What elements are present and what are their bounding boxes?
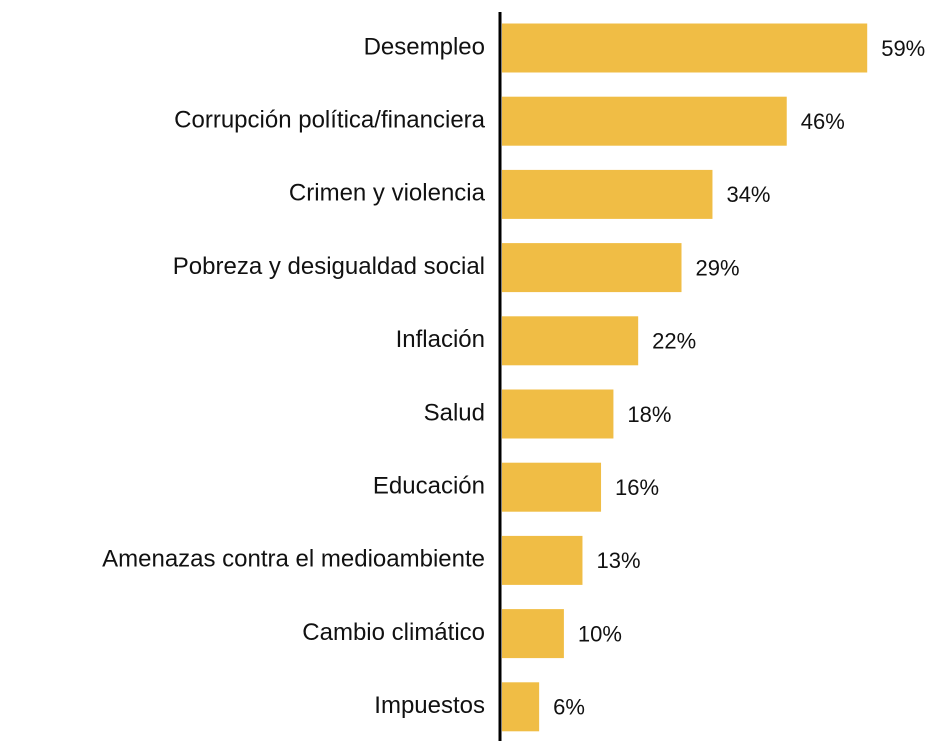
value-label: 34% — [726, 182, 770, 207]
bar — [502, 682, 540, 732]
bar — [502, 316, 639, 366]
category-label: Pobreza y desigualdad social — [173, 253, 485, 280]
category-label: Cambio climático — [302, 619, 485, 646]
value-label: 16% — [615, 475, 659, 500]
category-label: Desempleo — [364, 33, 485, 60]
value-label: 10% — [578, 621, 622, 646]
category-label: Educación — [373, 473, 485, 500]
value-label: 13% — [596, 548, 640, 573]
value-label: 6% — [553, 695, 585, 720]
bar — [502, 169, 713, 219]
category-label: Crimen y violencia — [289, 180, 486, 207]
category-label: Salud — [424, 399, 485, 426]
value-label: 18% — [627, 402, 671, 427]
category-label: Corrupción política/financiera — [174, 107, 485, 134]
bar — [502, 243, 682, 293]
value-label: 29% — [696, 255, 740, 280]
bar — [502, 96, 787, 146]
value-label: 46% — [801, 109, 845, 134]
category-label: Impuestos — [374, 692, 485, 719]
bar — [502, 609, 564, 659]
bar — [502, 23, 868, 73]
value-label: 59% — [881, 36, 925, 61]
value-label: 22% — [652, 329, 696, 354]
category-label: Inflación — [396, 326, 485, 353]
bar — [502, 462, 602, 512]
category-label: Amenazas contra el medioambiente — [102, 546, 485, 573]
bar — [502, 389, 614, 439]
bar — [502, 535, 583, 585]
